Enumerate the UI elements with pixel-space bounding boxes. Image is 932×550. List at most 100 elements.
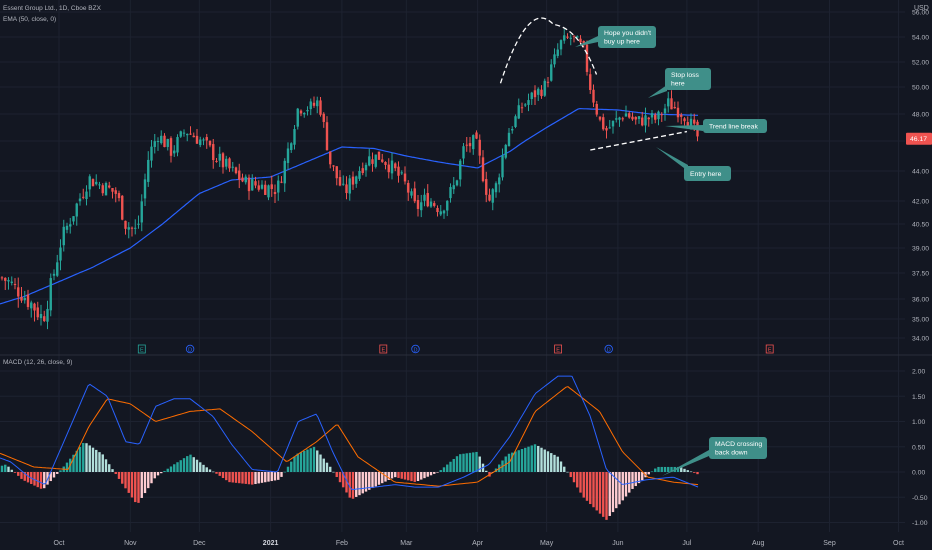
candle-body <box>143 179 147 199</box>
macd-histogram-bar <box>358 472 361 496</box>
macd-histogram-bar <box>335 472 338 478</box>
candle-body <box>475 132 478 139</box>
candle-body <box>199 139 202 146</box>
candle-body <box>634 116 637 120</box>
signal-line <box>0 386 699 487</box>
ema-50-line <box>0 107 698 305</box>
candle-body <box>140 201 143 223</box>
macd-histogram-bar <box>530 445 533 472</box>
macd-histogram-bar <box>576 472 579 488</box>
candle-body <box>309 101 312 110</box>
candle-body <box>13 283 17 285</box>
macd-histogram-bar <box>342 472 345 488</box>
macd-histogram-bar <box>611 472 615 513</box>
macd-histogram-bar <box>221 472 225 479</box>
candle-body <box>520 107 524 109</box>
macd-histogram-bar <box>400 472 403 479</box>
candle-body <box>631 116 634 120</box>
macd-histogram-bar <box>186 456 189 472</box>
macd-histogram-bar <box>647 472 650 475</box>
event-marker-letter: E <box>556 348 560 354</box>
candle-body <box>52 273 56 276</box>
macd-histogram-bar <box>192 457 195 472</box>
earnings-marker: E <box>137 344 146 354</box>
candle-body <box>439 211 442 215</box>
macd-histogram-bar <box>257 472 260 484</box>
candle-body <box>611 120 615 127</box>
macd-histogram-bar <box>628 472 631 493</box>
candle-body <box>296 108 299 127</box>
candle-body <box>299 110 303 114</box>
macd-histogram-bar <box>238 472 241 484</box>
macd-histogram-bar <box>394 472 397 478</box>
event-marker-letter: E <box>140 348 144 354</box>
macd-histogram-bar <box>387 472 390 481</box>
time-tick-label: May <box>540 540 554 547</box>
price-tick-label: 56.00 <box>912 10 929 17</box>
candle-body <box>290 143 293 151</box>
macd-histogram-bar <box>156 472 160 476</box>
callout-box <box>598 26 656 48</box>
macd-histogram-bar <box>299 452 303 472</box>
callout-macd: MACD crossing back down <box>662 437 767 476</box>
candle-body <box>533 90 537 98</box>
candle-body <box>647 117 650 120</box>
candle-body <box>400 172 403 174</box>
earnings-marker-box <box>137 344 146 354</box>
callout-text: back down <box>715 450 748 457</box>
time-tick-label: Jun <box>612 540 623 547</box>
candle-body <box>637 116 641 119</box>
candle-body <box>377 151 381 160</box>
callout-hope: Hope you didn't buy up here <box>575 26 656 48</box>
macd-histogram-bar <box>280 472 283 477</box>
candle-body <box>221 153 225 168</box>
macd-histogram-bar <box>98 452 101 472</box>
macd-histogram-bar <box>462 453 465 472</box>
candle-body <box>169 138 173 156</box>
price-tick-label: 44.00 <box>912 169 929 176</box>
candle-body <box>212 144 215 161</box>
macd-histogram-bar <box>150 472 153 484</box>
macd-histogram-bar <box>381 472 384 484</box>
candle-body <box>680 114 683 117</box>
macd-histogram-bar <box>650 471 654 473</box>
candle-body <box>49 278 52 311</box>
candle-body <box>641 117 644 126</box>
candle-body <box>72 216 75 222</box>
macd-histogram-bar <box>127 472 130 493</box>
candle-body <box>530 92 533 100</box>
macd-histogram-bar <box>472 452 475 472</box>
candle-body <box>598 116 602 120</box>
macd-histogram-bar <box>108 464 111 472</box>
candle-body <box>244 176 247 183</box>
candle-body <box>270 184 273 190</box>
macd-tick-label: -0.50 <box>912 495 928 502</box>
macd-histogram-bar <box>468 452 472 472</box>
macd-histogram-bar <box>507 453 511 472</box>
candle-body <box>338 177 342 186</box>
macd-histogram-bar <box>621 472 624 501</box>
candle-body <box>485 179 488 195</box>
candle-body <box>650 113 654 118</box>
candle-body <box>394 163 397 169</box>
macd-histogram-bar <box>189 454 192 472</box>
macd-histogram-bar <box>667 466 670 472</box>
candle-body <box>615 118 618 120</box>
candle-body <box>267 185 270 198</box>
macd-histogram-bar <box>205 467 208 472</box>
candle-body <box>312 102 316 106</box>
macd-histogram-bar <box>524 447 527 472</box>
candle-body <box>286 148 290 163</box>
candle-body <box>260 184 264 189</box>
macd-histogram-bar <box>364 472 368 492</box>
candle-body <box>218 153 221 161</box>
last-price-badge: 46.17 <box>906 132 932 145</box>
price-tick-label: 42.00 <box>912 199 929 206</box>
candle-body <box>423 194 426 201</box>
candle-body <box>36 307 39 318</box>
currency-label: USD <box>914 5 929 12</box>
macd-histogram-bar <box>85 443 88 472</box>
macd-histogram-bar <box>199 462 202 472</box>
candle-body <box>192 135 195 138</box>
candle-body <box>566 36 569 38</box>
